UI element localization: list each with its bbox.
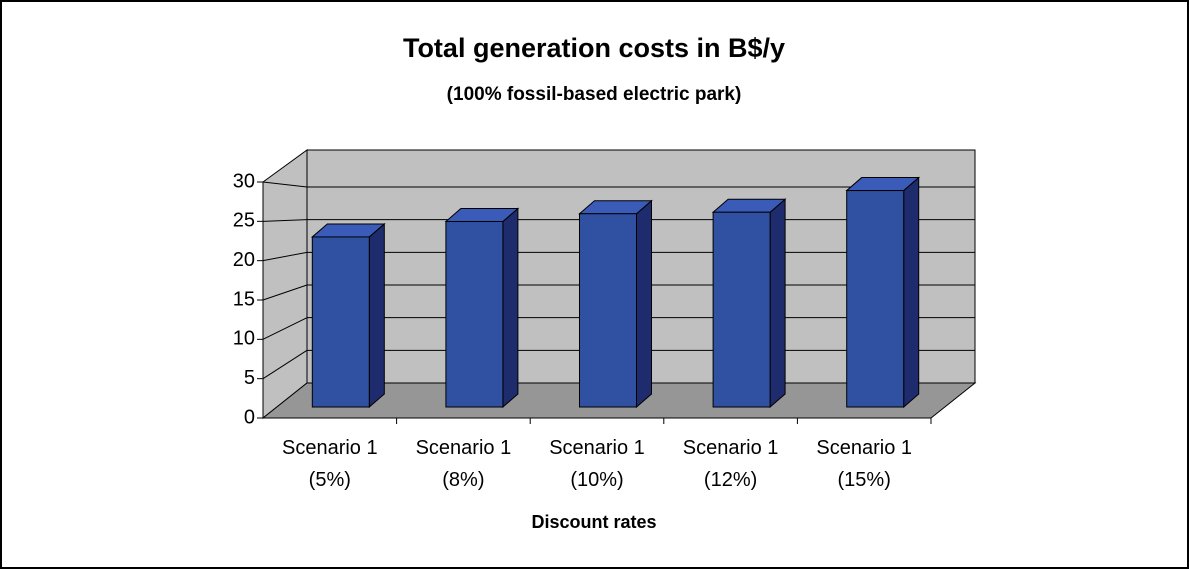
y-tick-label: 15 [233, 288, 255, 310]
x-tick-label: Scenario 1 (12%) [682, 437, 779, 491]
x-tick-label: Scenario 1 (10%) [549, 437, 645, 491]
x-tick-label: Scenario 1 (5%) [281, 437, 378, 491]
chart-title: Total generation costs in B$/y [403, 33, 785, 63]
bar [445, 220, 504, 408]
grid-line [262, 181, 308, 188]
side-wall [262, 149, 308, 420]
y-tick-label: 10 [233, 328, 255, 350]
bar [311, 236, 370, 408]
grid-line [262, 317, 308, 340]
y-tick-label: 30 [233, 170, 255, 192]
bar-side [636, 199, 652, 409]
x-tick-label: Scenario 1 (8%) [415, 437, 512, 491]
bar [579, 213, 637, 408]
bar [846, 190, 905, 408]
bar-side [769, 198, 786, 409]
chart-subtitle: (100% fossil-based electric park) [447, 84, 742, 105]
grid-line [262, 349, 308, 380]
bar [712, 211, 771, 408]
y-tick-label: 20 [233, 249, 255, 271]
y-tick-label: 5 [244, 367, 255, 389]
y-tick-label: 0 [244, 406, 255, 428]
grid-line [262, 284, 308, 301]
bar-side [903, 176, 920, 409]
x-axis-label: Discount rates [531, 512, 656, 532]
bar-side [502, 207, 519, 409]
y-tick-label: 25 [233, 210, 255, 232]
x-tick-label: Scenario 1 (15%) [816, 437, 912, 491]
grid-line [262, 219, 308, 222]
grid-line [262, 251, 308, 262]
bar-side [368, 222, 385, 409]
